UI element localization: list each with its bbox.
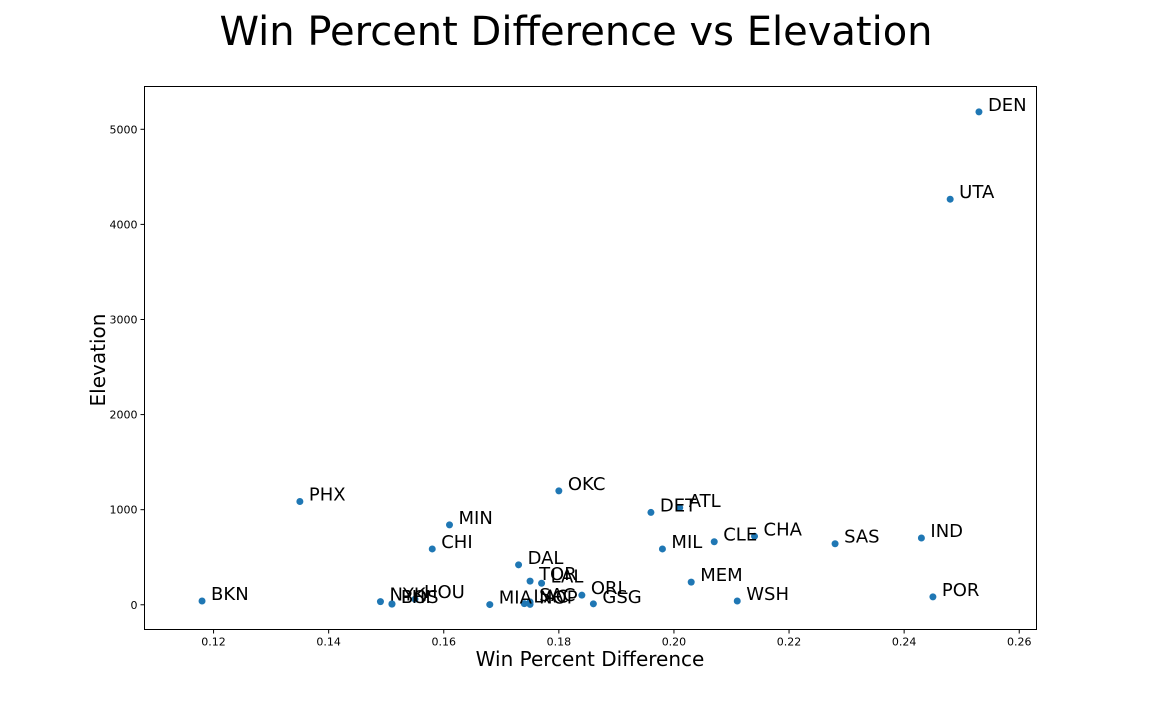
data-point-bkn — [198, 597, 206, 605]
x-axis-label: Win Percent Difference — [476, 647, 705, 671]
point-label-sas: SAS — [844, 527, 880, 548]
data-point-nop — [526, 600, 534, 608]
point-label-cle: CLE — [723, 525, 757, 546]
point-label-atl: ATL — [689, 491, 721, 512]
point-label-lac: LAC — [533, 587, 568, 608]
point-label-phi: PHI — [401, 587, 431, 608]
x-tick-label: 0.14 — [316, 636, 341, 649]
y-tick-label: 4000 — [110, 218, 138, 231]
point-label-mem: MEM — [700, 565, 742, 586]
data-point-mia — [486, 601, 494, 609]
data-point-min — [446, 521, 454, 529]
data-point-hou — [411, 595, 419, 603]
point-label-por: POR — [942, 580, 980, 601]
data-point-atl — [676, 504, 684, 512]
point-label-cha: CHA — [764, 519, 803, 540]
x-tick-label: 0.26 — [1007, 636, 1032, 649]
point-label-det: DET — [660, 495, 697, 516]
point-label-tor: TOR — [538, 564, 577, 585]
point-label-phx: PHX — [309, 485, 346, 506]
point-label-den: DEN — [988, 95, 1027, 116]
y-tick-label: 2000 — [110, 409, 138, 422]
data-point-por — [929, 593, 937, 601]
data-point-tor — [526, 577, 534, 585]
point-label-mil: MIL — [671, 532, 702, 553]
data-point-gsg — [589, 600, 597, 608]
point-label-sac: SAC — [539, 585, 575, 606]
point-label-nop: NOP — [539, 587, 578, 608]
x-tick-label: 0.12 — [201, 636, 226, 649]
point-label-min: MIN — [459, 508, 493, 529]
point-label-hou: HOU — [424, 582, 465, 603]
axis-ticks: 0.12 0.14 0.16 0.18 0.20 0.22 0.24 0.26 0 1000 200… — [110, 123, 1032, 648]
point-label-gsg: GSG — [602, 587, 641, 608]
x-tick-label: 0.18 — [547, 636, 572, 649]
y-tick-label: 1000 — [110, 504, 138, 517]
data-point-dal — [515, 561, 523, 569]
point-label-lal: LAL — [551, 566, 584, 587]
x-tick-label: 0.20 — [662, 636, 687, 649]
point-label-bkn: BKN — [211, 584, 249, 605]
x-tick-label: 0.16 — [432, 636, 457, 649]
y-tick-label: 5000 — [110, 123, 138, 136]
point-label-wsh: WSH — [746, 584, 789, 605]
point-label-dal: DAL — [528, 548, 564, 569]
data-point-cha — [751, 532, 759, 540]
data-point-phi — [388, 600, 396, 608]
x-tick-label: 0.22 — [777, 636, 802, 649]
data-point-sas — [831, 540, 839, 548]
point-label-chi: CHI — [441, 532, 472, 553]
data-point-chi — [428, 545, 436, 553]
point-label-nyk: NYK — [389, 585, 426, 606]
data-point-ind — [917, 534, 925, 542]
point-label-mia: MIA — [499, 588, 533, 609]
data-point-orl — [578, 591, 586, 599]
data-point-phx — [296, 498, 304, 506]
plot-frame — [144, 86, 1037, 630]
data-point-cle — [710, 538, 718, 546]
y-tick-label: 0 — [131, 599, 138, 612]
data-point-mil — [658, 545, 666, 553]
data-point-uta — [946, 195, 954, 203]
data-point-lal — [538, 579, 546, 587]
point-label-uta: UTA — [959, 182, 995, 203]
data-point-wsh — [733, 597, 741, 605]
data-points — [198, 108, 983, 609]
point-label-bos: BOS — [401, 587, 439, 608]
x-tick-label: 0.24 — [892, 636, 917, 649]
chart-title: Win Percent Difference vs Elevation — [219, 9, 933, 55]
point-label-ind: IND — [930, 521, 963, 542]
data-point-lac — [520, 600, 528, 608]
point-label-okc: OKC — [568, 474, 606, 495]
data-point-mem — [687, 578, 695, 586]
data-point-okc — [555, 487, 563, 495]
y-axis-label: Elevation — [86, 314, 110, 407]
point-label-orl: ORL — [591, 578, 628, 599]
y-tick-label: 3000 — [110, 313, 138, 326]
data-point-den — [975, 108, 983, 116]
data-point-det — [647, 508, 655, 516]
data-point-nyk — [376, 598, 384, 606]
